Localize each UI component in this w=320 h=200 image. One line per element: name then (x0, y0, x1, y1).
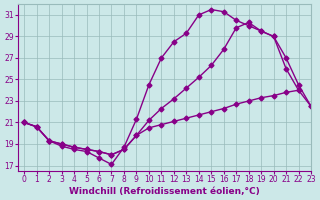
X-axis label: Windchill (Refroidissement éolien,°C): Windchill (Refroidissement éolien,°C) (69, 187, 260, 196)
